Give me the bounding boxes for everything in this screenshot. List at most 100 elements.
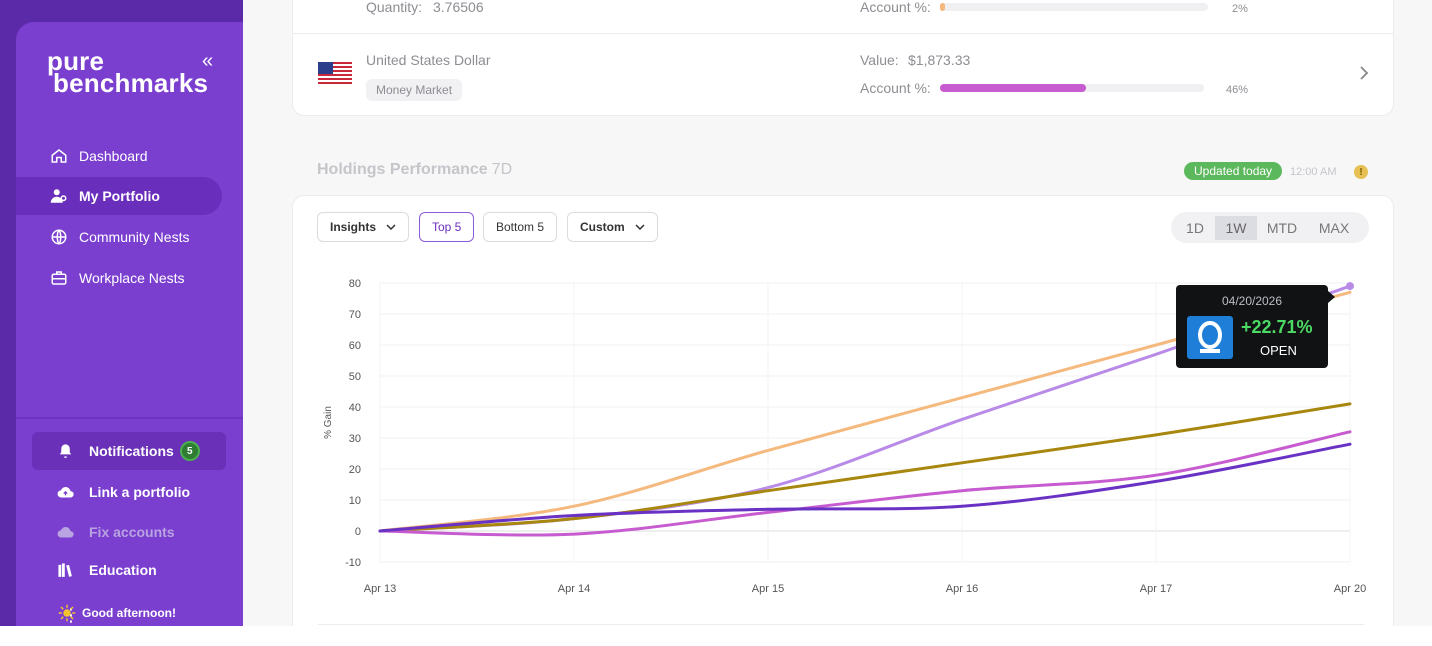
account-pct-bar	[940, 3, 1208, 11]
sidebar-item-notifications[interactable]: Notifications 5	[32, 432, 226, 470]
sidebar-item-my-portfolio[interactable]: My Portfolio	[16, 177, 222, 215]
cloud-upload-icon	[57, 486, 74, 497]
y-tick-label: 80	[349, 278, 361, 290]
app-logo[interactable]: pure benchmarks	[47, 48, 209, 98]
holding-value: $1,873.33	[908, 52, 971, 68]
series-line-3	[378, 402, 1352, 533]
holding-logo-glyph	[1198, 320, 1222, 353]
sidebar-item-label: Workplace Nests	[79, 270, 185, 286]
x-tick-label: Apr 15	[752, 583, 784, 595]
sidebar-item-workplace-nests[interactable]: Workplace Nests	[16, 259, 222, 297]
section-period: 7D	[491, 161, 513, 178]
page-bottom-strip	[0, 626, 1432, 646]
range-max[interactable]: MAX	[1318, 219, 1350, 236]
tooltip-status: OPEN	[1260, 343, 1297, 358]
account-pct-bar	[940, 84, 1204, 92]
holding-row[interactable]: Quantity: 3.76506 Account %: 2%	[292, 0, 1394, 34]
y-tick-label: 60	[349, 340, 361, 352]
y-tick-label: 50	[349, 371, 361, 383]
bottom5-button[interactable]: Bottom 5	[483, 212, 558, 242]
briefcase-icon	[51, 271, 67, 285]
account-pct-label: Account %:	[860, 80, 931, 96]
bell-icon	[59, 443, 72, 458]
quantity-value: 3.76506	[433, 0, 484, 15]
series-line-5	[378, 442, 1352, 533]
custom-label: Custom	[580, 220, 625, 234]
x-tick-label: Apr 20	[1334, 583, 1366, 595]
sidebar-divider	[16, 417, 243, 419]
sidebar-item-label: Link a portfolio	[89, 484, 191, 500]
collapse-sidebar-icon[interactable]: «	[202, 50, 214, 72]
tooltip-date: 04/20/2026	[1221, 294, 1283, 308]
sidebar-item-dashboard[interactable]: Dashboard	[16, 137, 222, 175]
hover-point	[1346, 282, 1354, 291]
sidebar-item-link-portfolio[interactable]: Link a portfolio	[32, 473, 226, 511]
value-label: Value:	[860, 52, 899, 68]
account-pct-fill	[940, 3, 946, 11]
us-flag-icon	[318, 62, 352, 86]
sidebar-item-label: Education	[89, 562, 157, 578]
x-tick-label: Apr 13	[364, 583, 396, 595]
sidebar-item-label: Community Nests	[79, 229, 190, 245]
section-title: Holdings Performance 7D	[317, 161, 512, 179]
y-tick-label: 20	[349, 464, 361, 476]
account-pct-fill	[940, 84, 1086, 92]
greeting: Good afternoon!	[58, 604, 176, 622]
account-pct-value: 46%	[1226, 84, 1249, 96]
custom-dropdown[interactable]: Custom	[567, 212, 658, 242]
greeting-text: Good afternoon!	[82, 606, 176, 620]
y-tick-label: -10	[345, 557, 361, 569]
sidebar-item-label: Notifications	[89, 443, 174, 459]
chevron-right-icon[interactable]	[1359, 66, 1369, 80]
user-icon	[50, 189, 67, 203]
sidebar-item-fix-accounts[interactable]: Fix accounts	[32, 513, 226, 551]
quantity-label: Quantity:	[366, 0, 423, 15]
y-tick-label: 40	[349, 402, 361, 414]
y-tick-label: 30	[349, 433, 361, 445]
account-pct-label: Account %:	[860, 0, 931, 15]
notification-count-badge: 5	[179, 441, 200, 461]
range-mtd[interactable]: MTD	[1266, 219, 1298, 236]
section-title-text: Holdings Performance	[317, 161, 488, 178]
home-icon	[51, 149, 67, 163]
warning-icon[interactable]: !	[1354, 165, 1368, 179]
tooltip-arrow	[1328, 291, 1335, 303]
range-selector: 1D 1W MTD MAX	[1171, 212, 1369, 243]
series-line-4	[378, 430, 1352, 537]
y-tick-label: 10	[349, 495, 361, 507]
cloud-icon	[57, 526, 74, 537]
tooltip-gain: +22.71%	[1241, 317, 1313, 337]
account-pct-value: 2%	[1232, 3, 1248, 15]
sun-icon	[58, 604, 76, 622]
top5-button[interactable]: Top 5	[419, 212, 475, 242]
y-tick-label: 0	[355, 526, 361, 538]
sidebar-item-label: Fix accounts	[89, 524, 175, 540]
sidebar: pure benchmarks « Dashboard My Portfolio…	[16, 22, 243, 626]
sidebar-item-label: My Portfolio	[79, 188, 160, 204]
sidebar-item-education[interactable]: Education	[32, 551, 226, 589]
holding-logo-icon	[1187, 316, 1233, 359]
chart-card	[292, 195, 1394, 626]
books-icon	[58, 562, 72, 577]
x-tick-label: Apr 14	[558, 583, 590, 595]
logo-line-1: pure	[47, 46, 105, 76]
range-1d[interactable]: 1D	[1186, 219, 1204, 236]
insights-label: Insights	[330, 220, 377, 234]
chevron-down-icon	[635, 224, 645, 230]
app-window: pure benchmarks « Dashboard My Portfolio…	[0, 0, 1394, 626]
updated-time: 12:00 AM	[1290, 166, 1337, 178]
chart-tooltip: 04/20/2026 +22.71% OPEN	[1176, 285, 1335, 368]
holding-type-tag: Money Market	[366, 79, 463, 101]
logo-line-2: benchmarks	[53, 68, 209, 98]
sidebar-item-community-nests[interactable]: Community Nests	[16, 218, 222, 256]
x-tick-label: Apr 16	[946, 583, 978, 595]
range-1w[interactable]: 1W	[1215, 215, 1257, 240]
y-tick-label: 70	[349, 309, 361, 321]
y-axis-label: % Gain	[323, 406, 334, 439]
chevron-down-icon	[386, 224, 396, 230]
holding-name: United States Dollar	[366, 52, 491, 68]
globe-icon	[51, 229, 67, 245]
insights-dropdown[interactable]: Insights	[317, 212, 410, 242]
holding-row-usd[interactable]: United States Dollar Money Market Value:…	[292, 34, 1394, 116]
updated-status-badge: Updated today	[1184, 162, 1283, 180]
